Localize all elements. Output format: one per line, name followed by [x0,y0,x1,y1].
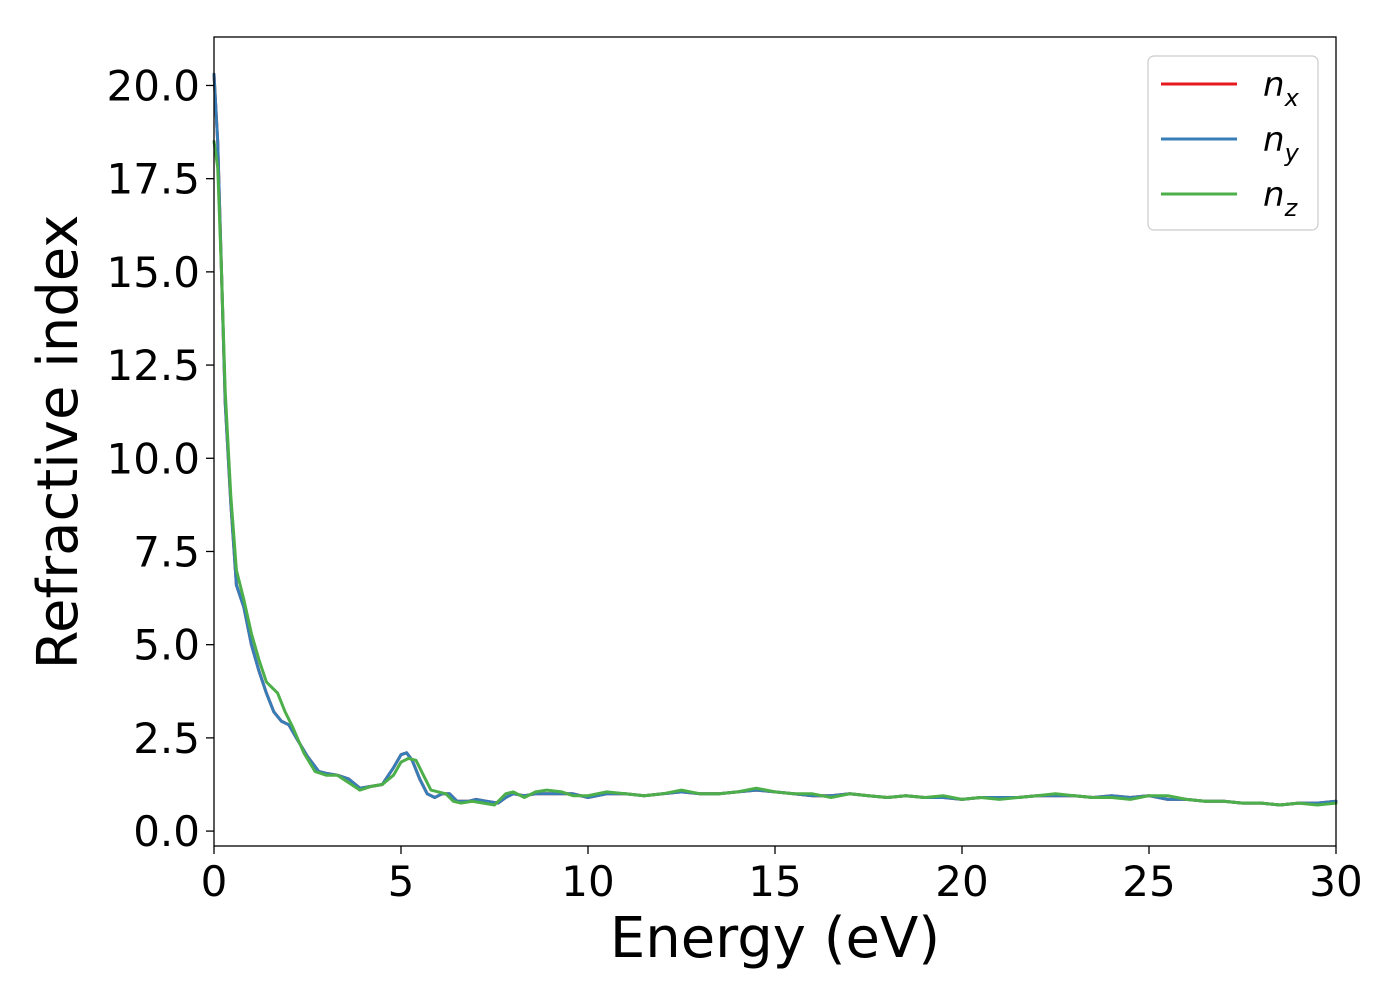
y-tick-label: 15.0 [106,248,200,297]
x-tick-label: 20 [935,857,988,906]
x-tick-label: 0 [201,857,228,906]
y-tick-label: 2.5 [133,714,200,763]
x-tick-label: 25 [1122,857,1175,906]
y-tick-label: 0.0 [133,807,200,856]
x-tick-label: 15 [748,857,801,906]
series-layer [212,72,1338,807]
legend-box [1147,55,1319,231]
y-tick-label: 7.5 [133,527,200,576]
legend: nx ny nz [1147,55,1319,231]
x-tick-label: 30 [1309,857,1362,906]
y-axis-ticks: 0.0 2.5 5.0 7.5 10.0 12.5 15.0 17.5 20.0 [106,61,214,856]
x-tick-label: 10 [561,857,614,906]
legend-label-y: ny [1263,120,1300,167]
y-tick-label: 12.5 [106,341,200,390]
legend-label-z: nz [1263,175,1299,222]
y-tick-label: 5.0 [133,621,200,670]
legend-label-x: nx [1263,65,1300,112]
series-line-z [212,139,1338,807]
x-axis-title: Energy (eV) [610,906,940,971]
x-axis-ticks: 0 5 10 15 20 25 30 [201,846,1363,906]
y-tick-label: 10.0 [106,434,200,483]
y-tick-label: 17.5 [106,155,200,204]
y-axis-title: Refractive index [26,215,91,670]
y-tick-label: 20.0 [106,61,200,110]
x-tick-label: 5 [388,857,415,906]
